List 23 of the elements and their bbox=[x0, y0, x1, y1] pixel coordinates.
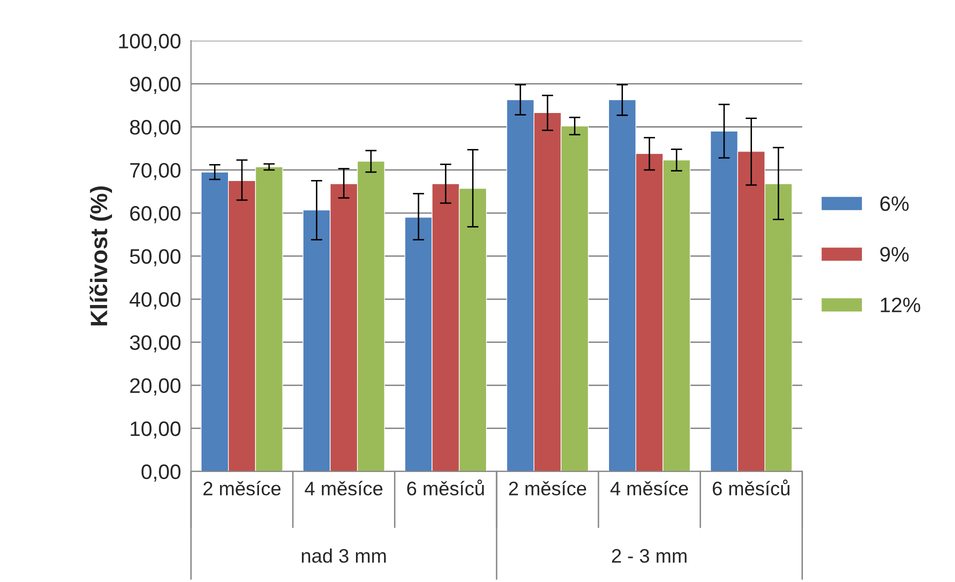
x-tick-label: 6 měsíců bbox=[712, 480, 790, 496]
y-tick-label: 40,00 bbox=[130, 292, 180, 310]
y-tick-label: 60,00 bbox=[130, 206, 180, 224]
y-tick-label: 20,00 bbox=[130, 378, 180, 396]
y-tick-label: 80,00 bbox=[130, 120, 180, 138]
y-tick-label: 100,00 bbox=[119, 34, 180, 51]
y-tick-label: 0,00 bbox=[142, 464, 180, 482]
text: 2 - 3 mm bbox=[612, 549, 686, 563]
y-tick-label: 90,00 bbox=[130, 76, 180, 94]
x-tick-label: 6 měsíců bbox=[407, 480, 484, 496]
y-tick-label: 70,00 bbox=[130, 162, 180, 180]
y-tick-label: 50,00 bbox=[130, 249, 180, 266]
legend-label: 6% bbox=[880, 196, 909, 211]
y-axis-title: Klíčivost (%) bbox=[89, 186, 112, 326]
x-tick-label: 4 měsíce bbox=[610, 480, 688, 496]
y-tick-label: 10,00 bbox=[130, 421, 180, 439]
x-tick-label: 4 měsíce bbox=[304, 480, 382, 496]
x-tick-label: 2 měsíce bbox=[203, 480, 281, 496]
y-tick-label: 30,00 bbox=[130, 335, 180, 352]
legend-label: 9% bbox=[880, 246, 909, 262]
legend-label: 12% bbox=[880, 298, 920, 312]
text: nad 3 mm bbox=[302, 548, 386, 563]
x-tick-label: 2 měsíce bbox=[509, 480, 586, 496]
